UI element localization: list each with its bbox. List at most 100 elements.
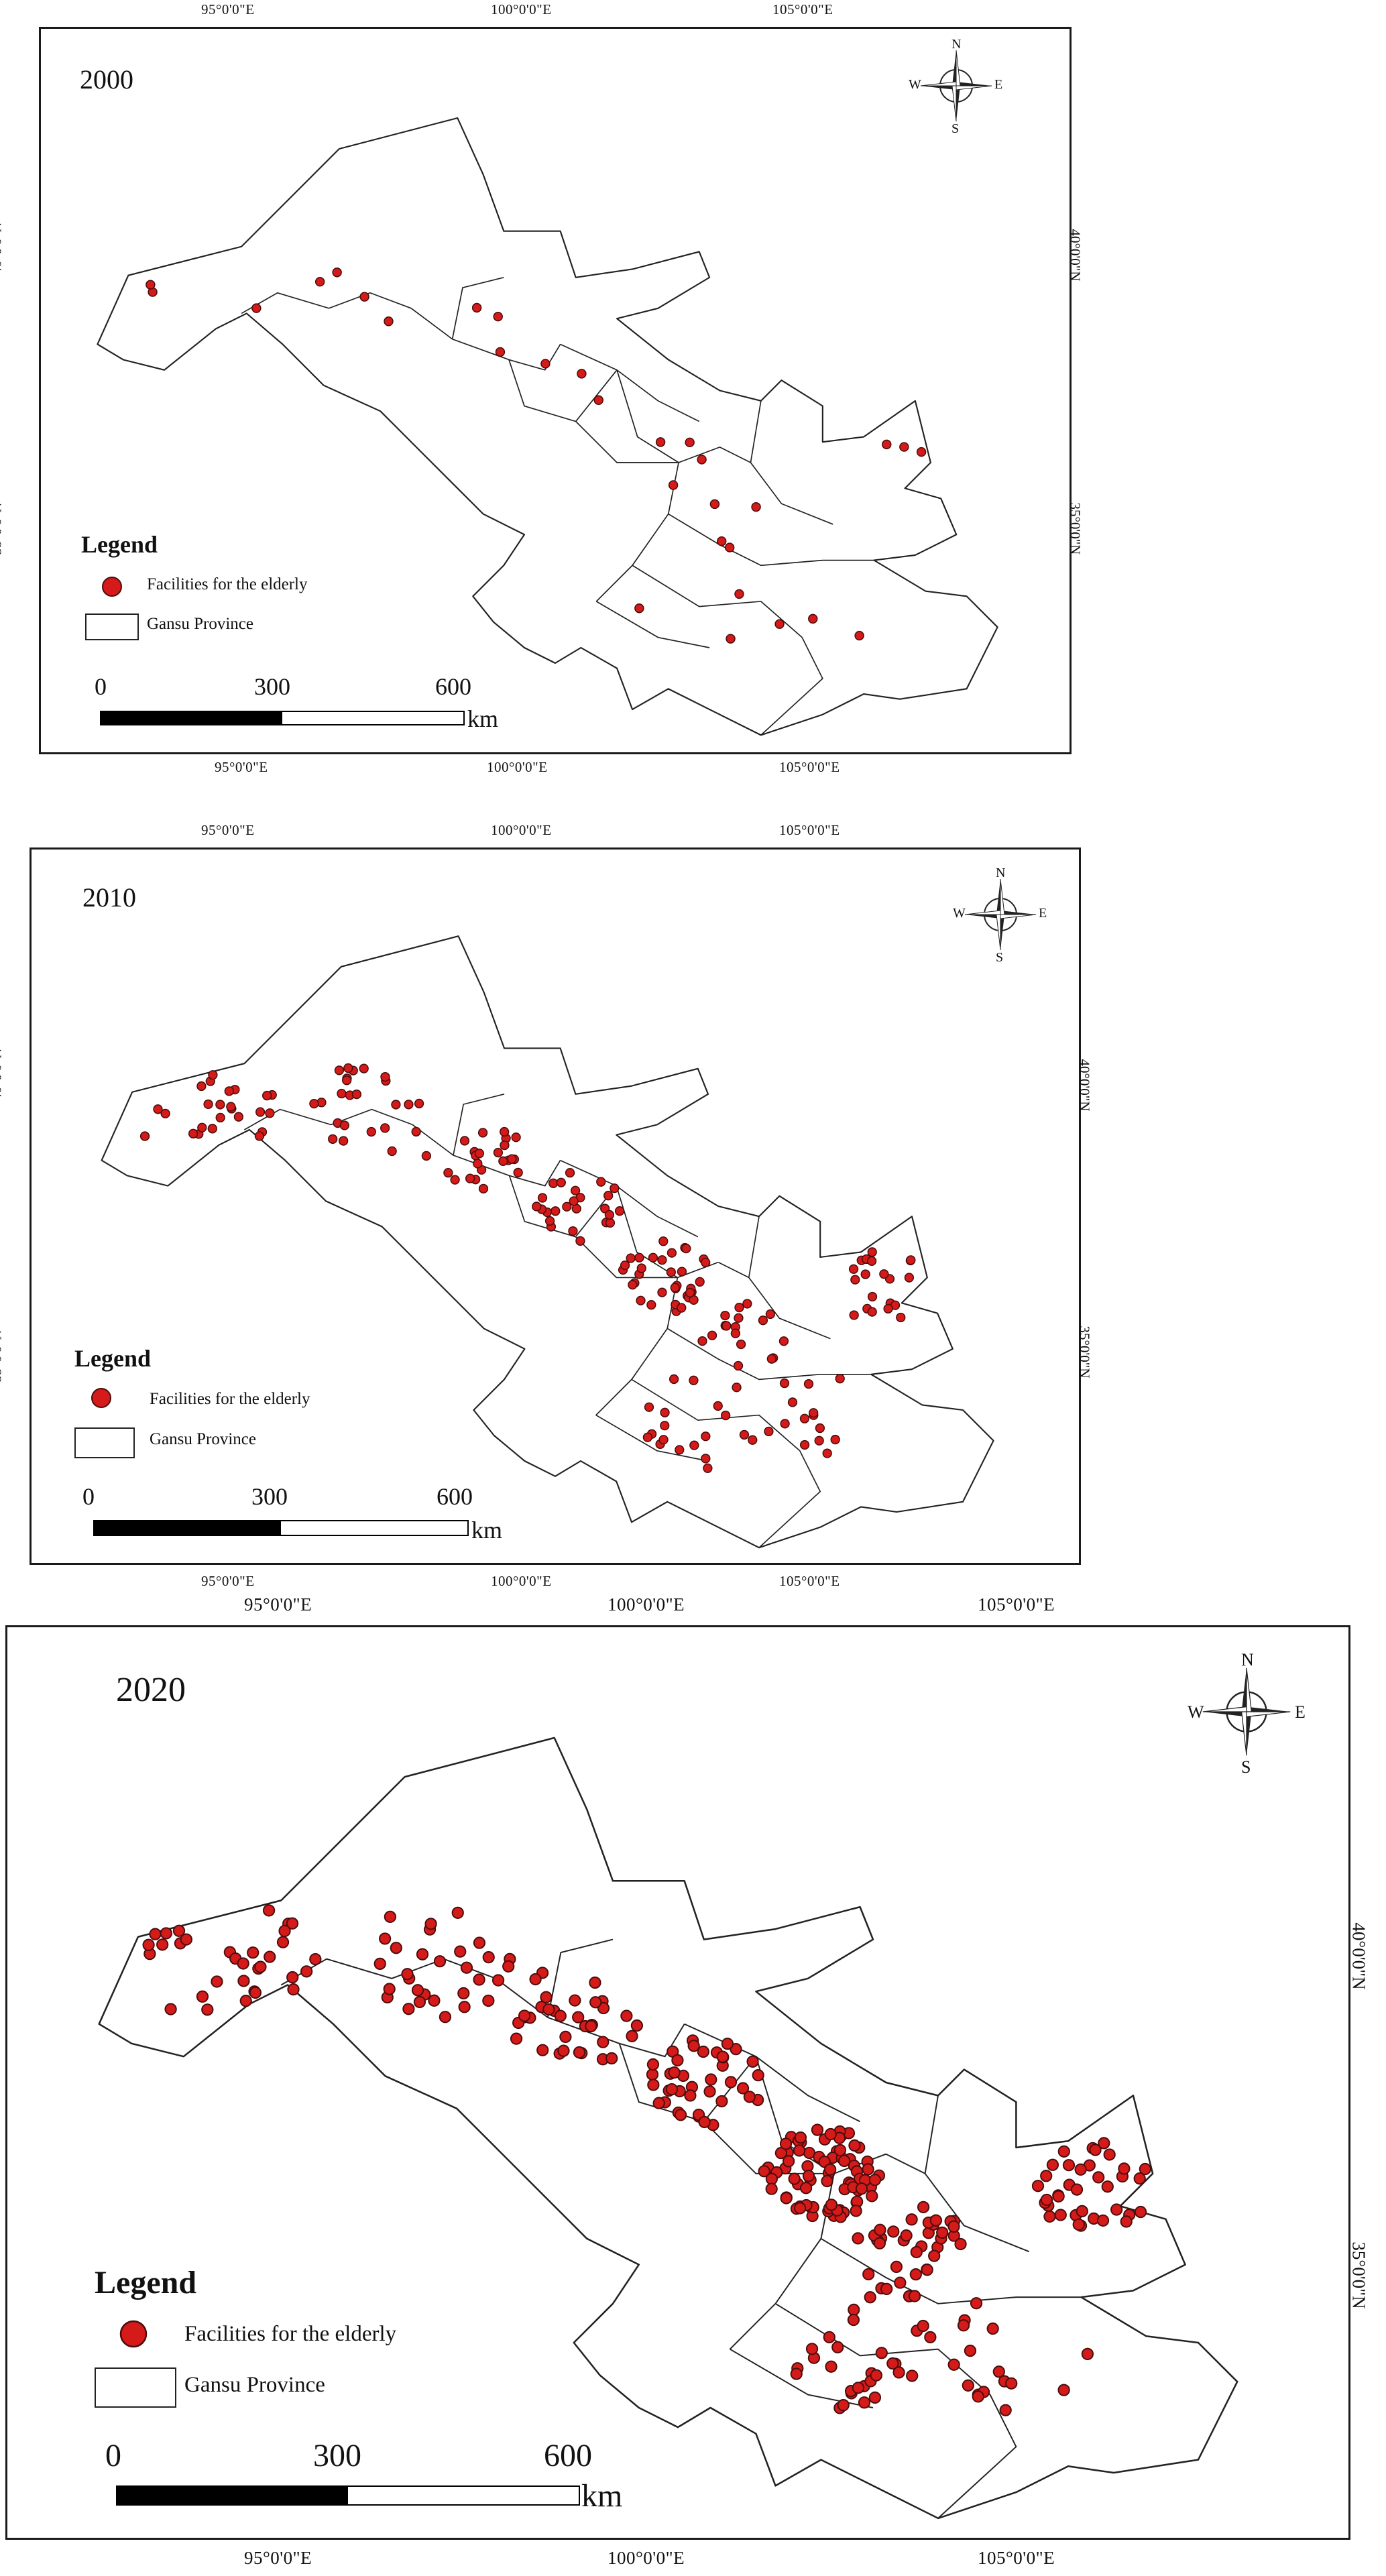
elderly-facility-point [831, 2341, 844, 2353]
elderly-facility-point [752, 2069, 764, 2082]
elderly-facility-point [211, 1975, 223, 1988]
elderly-facility-point [868, 2174, 882, 2186]
map-year-label: 2010 [82, 882, 136, 913]
scale-bar-unit: km [467, 705, 499, 732]
elderly-facility-point [687, 2040, 700, 2052]
elderly-facility-point [473, 1973, 485, 1986]
elderly-facility-point [1098, 2137, 1110, 2150]
elderly-facility-point [473, 1936, 486, 1949]
elderly-facility-point [667, 1248, 677, 1258]
elderly-facility-point [972, 2390, 984, 2403]
legend-facility-marker [91, 1388, 111, 1408]
elderly-facility-point [569, 1196, 579, 1206]
elderly-facility-point [904, 1273, 915, 1283]
elderly-facility-point [896, 1312, 906, 1323]
map-canvas-2010 [101, 935, 994, 1549]
prefecture-boundary-line [820, 2237, 1082, 2304]
elderly-facility-point [559, 2030, 572, 2044]
elderly-facility-point [569, 1994, 581, 2007]
elderly-facility-point [954, 2237, 967, 2251]
elderly-facility-point [657, 1287, 667, 1297]
elderly-facility-point [685, 437, 695, 448]
elderly-facility-point [917, 2201, 930, 2213]
elderly-facility-point [848, 1264, 859, 1274]
scale-bar-white-segment [281, 711, 465, 725]
elderly-facility-point [724, 542, 735, 552]
elderly-facility-point [589, 1976, 601, 1989]
elderly-facility-point [577, 369, 587, 379]
elderly-facility-point [146, 280, 156, 290]
elderly-facility-point [906, 1255, 916, 1265]
elderly-facility-point [779, 1378, 790, 1389]
elderly-facility-point [799, 2182, 813, 2194]
prefecture-boundary-line [632, 565, 803, 638]
elderly-facility-point [411, 1126, 421, 1137]
elderly-facility-point [648, 1252, 658, 1263]
prefecture-boundary-line [760, 637, 823, 736]
elderly-facility-point [862, 2163, 874, 2176]
scale-bar-black-segment [116, 2485, 347, 2506]
elderly-facility-point [286, 1917, 299, 1930]
elderly-facility-point [278, 1924, 291, 1938]
elderly-facility-point [724, 2076, 738, 2089]
elderly-facility-point [511, 1132, 521, 1143]
legend-facility-marker [102, 577, 122, 597]
elderly-facility-point [746, 2055, 759, 2068]
prefecture-boundary-line [560, 343, 700, 422]
elderly-facility-point [142, 1938, 155, 1951]
elderly-facility-point [658, 1236, 669, 1246]
elderly-facility-point [160, 1108, 170, 1118]
elderly-facility-point [300, 1965, 313, 1978]
prefecture-boundary-line [924, 2095, 1030, 2253]
map-canvas-2000 [97, 117, 998, 736]
elderly-facility-point [226, 1102, 236, 1112]
elderly-facility-point [1070, 2183, 1084, 2196]
lat-label-35-right: 35°0'0"N [1067, 502, 1084, 555]
elderly-facility-point [864, 2291, 876, 2304]
elderly-facility-point [701, 1431, 711, 1442]
elderly-facility-point [465, 1173, 475, 1183]
prefecture-boundary-line [595, 1414, 709, 1462]
lat-label-35-right: 35°0'0"N [1348, 2241, 1369, 2309]
elderly-facility-point [766, 1354, 776, 1364]
elderly-facility-point [1040, 2170, 1053, 2182]
prefecture-boundary-line [618, 2043, 757, 2123]
elderly-facility-point [868, 2391, 882, 2404]
elderly-facility-point [287, 1983, 300, 1996]
elderly-facility-point [1062, 2159, 1076, 2172]
elderly-facility-point [276, 1936, 290, 1948]
elderly-facility-point [359, 1063, 369, 1073]
elderly-facility-point [536, 2044, 549, 2056]
elderly-facility-point [660, 1407, 670, 1417]
elderly-facility-point [156, 1938, 169, 1951]
elderly-facility-point [359, 292, 369, 302]
legend-title: Legend [74, 1345, 152, 1372]
elderly-facility-point [544, 1216, 555, 1226]
elderly-facility-point [433, 1955, 447, 1968]
elderly-facility-point [899, 442, 909, 452]
elderly-facility-point [799, 1413, 810, 1423]
lon-label-105-bottom: 105°0'0"E [779, 1573, 840, 1589]
lon-label-95-bottom: 95°0'0"E [244, 2548, 312, 2568]
compass-e-label: E [1295, 1702, 1306, 1722]
elderly-facility-point [1134, 2205, 1147, 2219]
elderly-facility-point [854, 630, 864, 641]
elderly-facility-point [707, 1330, 717, 1340]
prefecture-boundary-line [719, 447, 751, 463]
elderly-facility-point [636, 1295, 646, 1305]
elderly-facility-point [778, 1336, 789, 1346]
elderly-facility-point [634, 603, 644, 613]
elderly-facility-point [605, 2052, 618, 2065]
compass-e-label: E [1039, 906, 1047, 921]
elderly-facility-point [736, 1339, 746, 1350]
elderly-facility-point [866, 2190, 878, 2203]
elderly-facility-point [928, 2249, 941, 2262]
legend-title: Legend [81, 531, 158, 558]
compass-s-label: S [996, 950, 1004, 965]
elderly-facility-point [657, 1255, 667, 1265]
elderly-facility-point [815, 1423, 825, 1433]
elderly-facility-point [1054, 2209, 1067, 2221]
elderly-facility-point [196, 1081, 207, 1092]
elderly-facility-point [413, 1995, 426, 2009]
lon-label-95-top: 95°0'0"E [201, 822, 255, 838]
